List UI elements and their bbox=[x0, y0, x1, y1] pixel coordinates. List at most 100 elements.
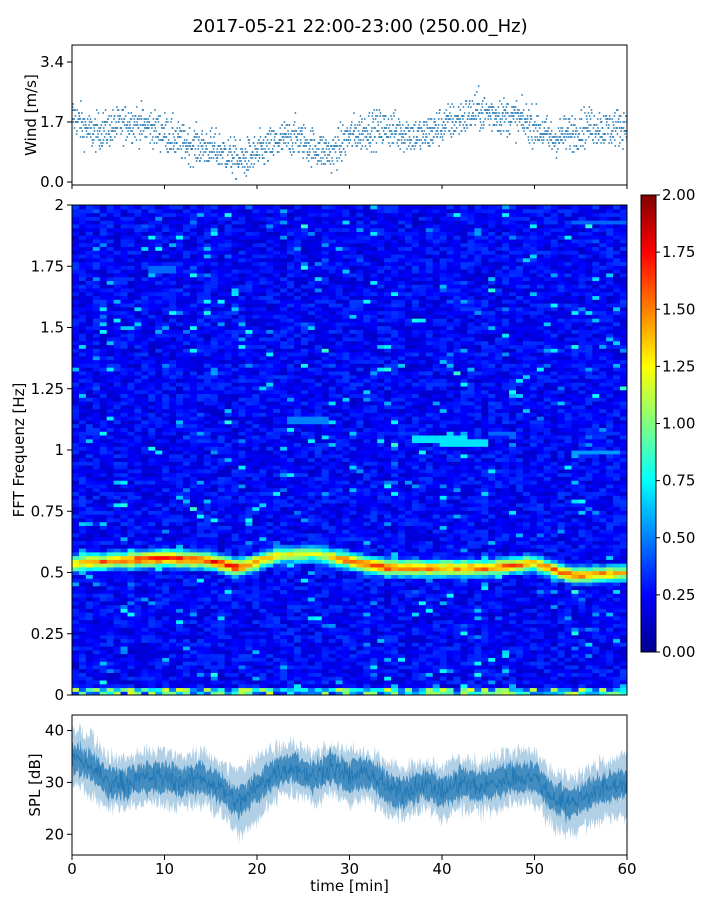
wind-point bbox=[246, 136, 249, 138]
wind-point bbox=[533, 142, 535, 144]
wind-point bbox=[194, 136, 197, 138]
spectrogram-cell bbox=[72, 589, 80, 594]
wind-point bbox=[528, 121, 531, 123]
spectrogram-cell bbox=[85, 563, 94, 568]
spectrogram-cell bbox=[148, 382, 156, 387]
spectrogram-cell bbox=[141, 649, 149, 655]
spectrogram-cell bbox=[217, 649, 226, 655]
wind-point bbox=[493, 124, 496, 126]
spectrogram-cell bbox=[72, 465, 80, 470]
spectrogram-cell bbox=[113, 397, 122, 402]
spectrogram-cell bbox=[189, 325, 198, 330]
spectrogram-cell bbox=[85, 427, 94, 432]
spectrogram-cell bbox=[217, 314, 226, 319]
spectrogram-cell bbox=[196, 299, 205, 304]
spectrogram-cell bbox=[176, 653, 184, 658]
wind-point bbox=[106, 142, 108, 144]
wind-point bbox=[112, 127, 115, 129]
wind-point bbox=[283, 142, 285, 144]
spectrogram-cell bbox=[127, 280, 136, 285]
wind-point bbox=[213, 151, 216, 153]
spectrogram-cell bbox=[92, 216, 101, 221]
wind-point bbox=[332, 163, 335, 165]
spectrogram-cell bbox=[183, 480, 191, 485]
wind-point bbox=[546, 133, 549, 135]
wind-point bbox=[470, 115, 473, 117]
spectrogram-cell bbox=[127, 265, 136, 270]
wind-point bbox=[327, 160, 329, 162]
spectrogram-cell bbox=[92, 401, 101, 406]
wind-point bbox=[542, 139, 545, 141]
spectrogram-cell bbox=[210, 310, 219, 315]
spectrogram-cell bbox=[134, 321, 142, 327]
wind-point bbox=[367, 133, 369, 135]
spectrogram-cell bbox=[141, 321, 149, 327]
wind-point bbox=[313, 151, 315, 153]
spectrogram-cell bbox=[169, 438, 177, 444]
spectrogram-cell bbox=[141, 325, 149, 330]
spectrogram-cell bbox=[78, 495, 87, 500]
wind-point bbox=[146, 121, 149, 123]
spectrogram-cell bbox=[224, 276, 233, 281]
spectrogram-cell bbox=[203, 585, 212, 591]
spectrogram-cell bbox=[72, 401, 80, 406]
wind-point bbox=[306, 151, 309, 153]
spectrogram-cell bbox=[169, 223, 177, 229]
spectrogram-cell bbox=[176, 397, 184, 402]
spectrogram-cell bbox=[162, 212, 170, 217]
wind-point bbox=[449, 106, 452, 108]
wind-point bbox=[214, 133, 217, 135]
spectrogram-cell bbox=[92, 370, 101, 376]
wind-point bbox=[509, 124, 512, 126]
spectrogram-cell bbox=[162, 638, 170, 643]
wind-point bbox=[413, 124, 416, 126]
wind-y-tick-label: 0.0 bbox=[40, 173, 64, 191]
spectrogram-cell bbox=[127, 661, 136, 666]
spectrogram-cell bbox=[148, 563, 156, 568]
spectrogram-cell bbox=[224, 254, 233, 259]
spectrogram-cell bbox=[134, 401, 142, 406]
spectrogram-cell bbox=[148, 250, 156, 255]
spectrogram-cell bbox=[92, 318, 101, 323]
spectrogram-cell bbox=[141, 416, 149, 421]
wind-point bbox=[186, 151, 189, 153]
spectrogram-cell bbox=[134, 532, 142, 538]
spectrogram-cell bbox=[99, 212, 108, 217]
wind-point bbox=[605, 115, 608, 117]
spectrogram-cell bbox=[203, 408, 212, 413]
wind-point bbox=[566, 133, 569, 135]
wind-point bbox=[598, 112, 601, 114]
spectrogram-cell bbox=[183, 581, 191, 587]
spectrogram-cell bbox=[189, 265, 198, 270]
spectrogram-cell bbox=[203, 299, 212, 304]
spectrogram-cell bbox=[162, 499, 170, 504]
spectrogram-cell bbox=[106, 321, 115, 327]
spectrogram-cell bbox=[99, 619, 108, 624]
wind-point bbox=[120, 127, 123, 129]
spectrogram-cell bbox=[176, 514, 184, 519]
spectrogram-cell bbox=[217, 521, 226, 526]
spectrogram-cell bbox=[99, 661, 108, 666]
spectrogram-cell bbox=[203, 367, 212, 372]
spectrogram-cell bbox=[189, 627, 198, 632]
spectrogram-cell bbox=[210, 370, 219, 376]
wind-point bbox=[74, 115, 77, 117]
spectrogram-cell bbox=[141, 529, 149, 534]
spectrogram-cell bbox=[169, 532, 177, 538]
spectrogram-cell bbox=[189, 551, 198, 557]
wind-point bbox=[232, 145, 235, 147]
wind-point bbox=[243, 157, 246, 159]
spectrogram-cell bbox=[176, 615, 184, 621]
spectrogram-cell bbox=[72, 416, 80, 421]
wind-point bbox=[98, 127, 100, 129]
spectrogram-cell bbox=[189, 683, 198, 689]
spectrogram-cell bbox=[238, 600, 247, 606]
wind-point bbox=[199, 160, 201, 162]
spectrogram-cell bbox=[99, 510, 108, 515]
spectrogram-cell bbox=[196, 374, 205, 379]
spectrogram-cell bbox=[113, 385, 122, 391]
spectrogram-cell bbox=[85, 276, 94, 281]
spectrogram-cell bbox=[141, 367, 149, 372]
spectrogram-cell bbox=[120, 600, 129, 606]
spectrogram-cell bbox=[72, 461, 80, 466]
